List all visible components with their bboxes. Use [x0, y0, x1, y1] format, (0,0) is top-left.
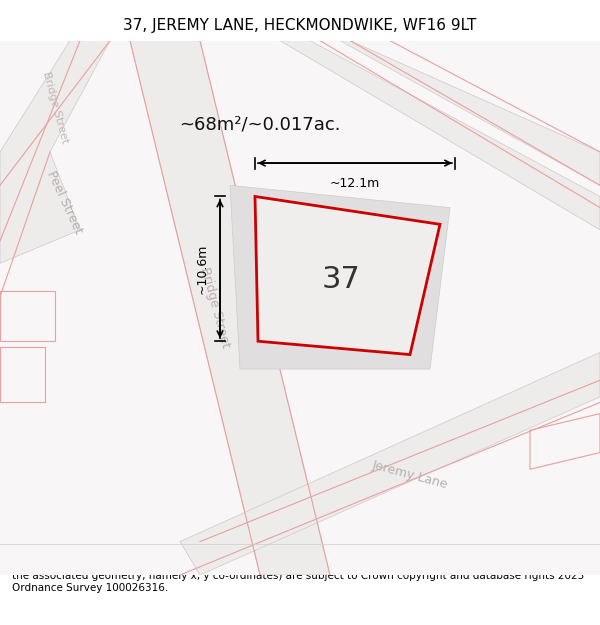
- Polygon shape: [0, 41, 110, 263]
- Text: Peel Street: Peel Street: [45, 168, 85, 236]
- Text: ~10.6m: ~10.6m: [196, 244, 209, 294]
- Text: Bridge Street: Bridge Street: [198, 266, 232, 349]
- Text: Bridge Street: Bridge Street: [41, 71, 70, 144]
- Polygon shape: [0, 41, 600, 575]
- Polygon shape: [280, 41, 600, 230]
- Text: Map shows position and indicative extent of the property.: Map shows position and indicative extent…: [120, 57, 480, 70]
- Text: ~68m²/~0.017ac.: ~68m²/~0.017ac.: [179, 115, 341, 133]
- Polygon shape: [130, 41, 330, 575]
- Text: Contains OS data © Crown copyright and database right 2021. This information is : Contains OS data © Crown copyright and d…: [12, 548, 588, 592]
- Text: Jeremy Lane: Jeremy Lane: [371, 459, 449, 491]
- Text: 37, JEREMY LANE, HECKMONDWIKE, WF16 9LT: 37, JEREMY LANE, HECKMONDWIKE, WF16 9LT: [124, 18, 476, 33]
- Polygon shape: [180, 352, 600, 575]
- Polygon shape: [340, 41, 600, 186]
- Text: ~12.1m: ~12.1m: [330, 177, 380, 189]
- Polygon shape: [230, 186, 450, 369]
- Polygon shape: [255, 196, 440, 354]
- Text: 37: 37: [322, 264, 360, 294]
